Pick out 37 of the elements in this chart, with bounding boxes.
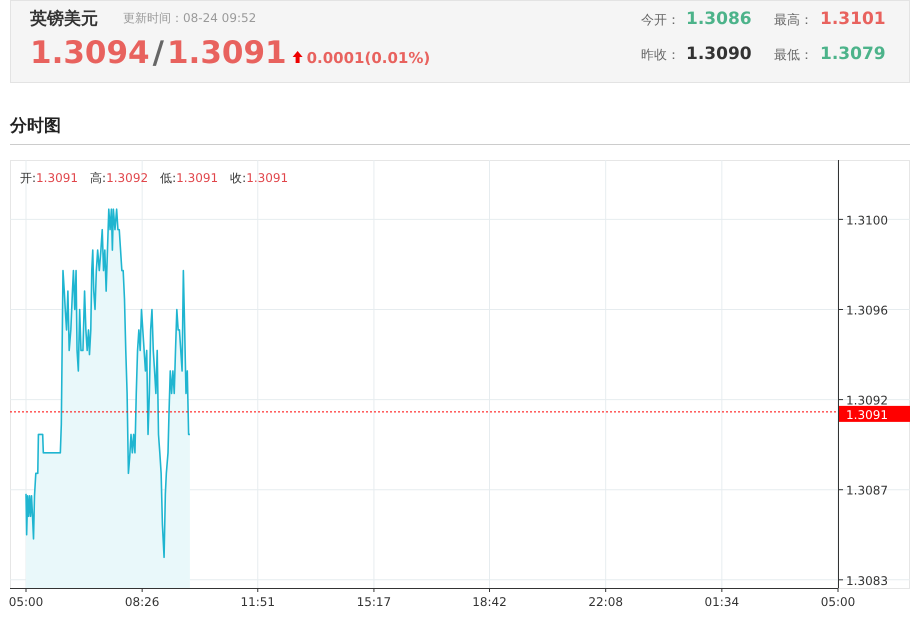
annotation: 开: (20, 171, 36, 185)
y-tick-label: 1.3096 (846, 303, 888, 318)
y-tick-label: 1.3100 (846, 213, 888, 228)
y-tick-label: 1.3083 (846, 574, 888, 588)
text: 1.3094 (30, 35, 150, 71)
annotation: 高: (90, 171, 106, 185)
text: 最低： (774, 48, 813, 63)
y-tick-label: 1.3087 (846, 484, 888, 498)
ref-line-label: 1.3091 (846, 408, 888, 422)
chart-subtitle: 分时图 (9, 116, 61, 136)
annotation: 收: (230, 171, 246, 185)
annotation: 低: (160, 171, 176, 185)
text: 今开： (641, 13, 680, 28)
text: 昨收： (641, 48, 680, 63)
text: 1.3101 (820, 9, 886, 29)
x-tick-label: 15:17 (356, 595, 392, 609)
annotation: 1.3091 (246, 171, 288, 185)
x-tick-label: 01:34 (704, 595, 740, 609)
x-tick-label: 18:42 (472, 595, 507, 609)
text: 1.3079 (820, 44, 886, 64)
text: 1.3090 (686, 44, 752, 64)
annotation: 1.3091 (36, 171, 78, 185)
x-tick-label: 11:51 (240, 595, 276, 609)
text: 最高： (774, 12, 813, 28)
annotation: 1.3091 (176, 171, 218, 185)
x-tick-label: 08:26 (124, 595, 160, 609)
chart-title: 英镑美元 (29, 9, 98, 29)
text: 更新时间：08-24 09:52 (123, 11, 256, 25)
text: 0.0001(0.01%) (306, 49, 430, 67)
x-tick-label: 05:00 (8, 595, 44, 609)
text: / (152, 35, 165, 71)
annotation: 1.3092 (106, 171, 148, 185)
y-tick-label: 1.3092 (846, 394, 888, 408)
x-tick-label: 22:08 (588, 595, 623, 609)
text: 1.3086 (686, 9, 752, 29)
x-tick-label: 05:00 (820, 595, 856, 609)
text: 1.3091 (166, 35, 287, 71)
